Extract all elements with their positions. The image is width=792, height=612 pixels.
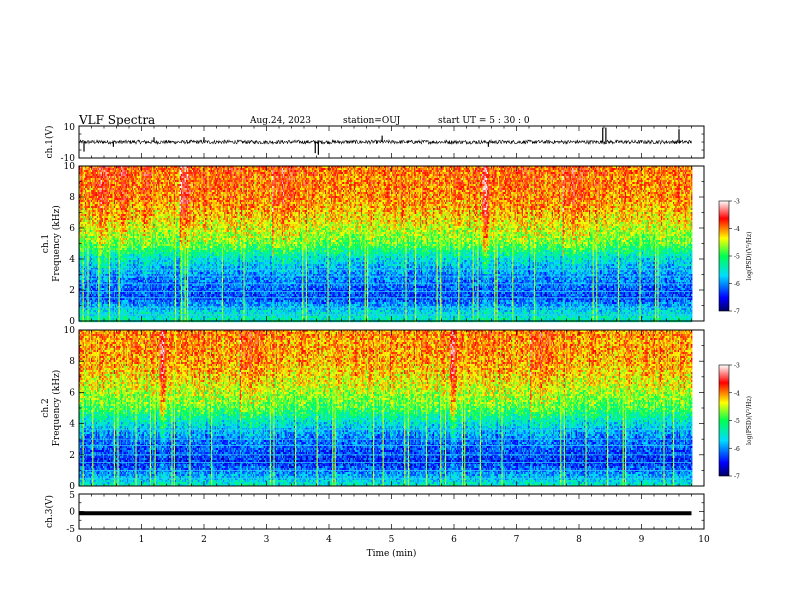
- ch3-y-label: ch.3(V): [44, 495, 55, 528]
- colorbar-label: log(PSD)(V²/Hz): [746, 396, 753, 445]
- x-tick-label: 7: [514, 535, 520, 545]
- y-tick-label: 4: [69, 420, 75, 430]
- ch2-spec-y-label: Frequency (kHz): [51, 370, 62, 447]
- y-tick-label: 2: [69, 286, 75, 296]
- colorbar-label: log(PSD)(V²/Hz): [746, 232, 753, 281]
- x-axis-label: Time (min): [367, 548, 417, 559]
- x-tick-label: 5: [389, 535, 395, 545]
- ch1-spec-y-label: Frequency (kHz): [51, 205, 62, 282]
- colorbar-tick-label: -3: [734, 363, 740, 370]
- colorbar-tick-label: -4: [734, 226, 740, 233]
- ch1-waveform-trace: [79, 140, 692, 144]
- x-tick-label: 2: [201, 535, 207, 545]
- x-tick-label: 6: [451, 535, 457, 545]
- spectrogram-2: [79, 330, 704, 486]
- colorbar-tick-label: -7: [734, 474, 740, 481]
- y-tick-label: 8: [69, 193, 75, 203]
- y-tick-label: -5: [66, 525, 75, 535]
- colorbar-tick-label: -6: [734, 281, 740, 288]
- y-tick-label: 0: [69, 508, 75, 518]
- x-tick-label: 9: [639, 535, 645, 545]
- colorbar-tick-label: -5: [734, 418, 740, 425]
- y-tick-label: 4: [69, 255, 75, 265]
- colorbar-tick-label: -7: [734, 309, 740, 316]
- colorbar-tick-label: -3: [734, 199, 740, 206]
- y-tick-label: 5: [69, 491, 75, 501]
- colorbar-2: [719, 365, 729, 476]
- y-tick-label: 2: [69, 451, 75, 461]
- x-tick-label: 3: [264, 535, 270, 545]
- ch1-spec-channel-label: ch.1: [41, 234, 51, 253]
- x-tick-label: 4: [326, 535, 332, 545]
- x-tick-label: 1: [139, 535, 145, 545]
- y-tick-label: 6: [69, 224, 75, 234]
- colorbar-tick-label: -4: [734, 390, 740, 397]
- x-tick-label: 8: [576, 535, 582, 545]
- colorbar-tick-label: -5: [734, 254, 740, 261]
- y-tick-label: 6: [69, 388, 75, 398]
- spectrogram-1: [79, 166, 704, 322]
- ch1-y-label: ch.1(V): [44, 126, 55, 159]
- y-tick-label: 8: [69, 357, 75, 367]
- x-tick-label: 0: [76, 535, 82, 545]
- colorbar-tick-label: -6: [734, 446, 740, 453]
- y-tick-label: 10: [64, 123, 76, 133]
- y-tick-label: 10: [64, 162, 76, 172]
- y-tick-label: 10: [64, 326, 76, 336]
- colorbar-1: [719, 201, 729, 311]
- x-tick-label: 10: [698, 535, 710, 545]
- ch2-spec-channel-label: ch.2: [41, 398, 51, 417]
